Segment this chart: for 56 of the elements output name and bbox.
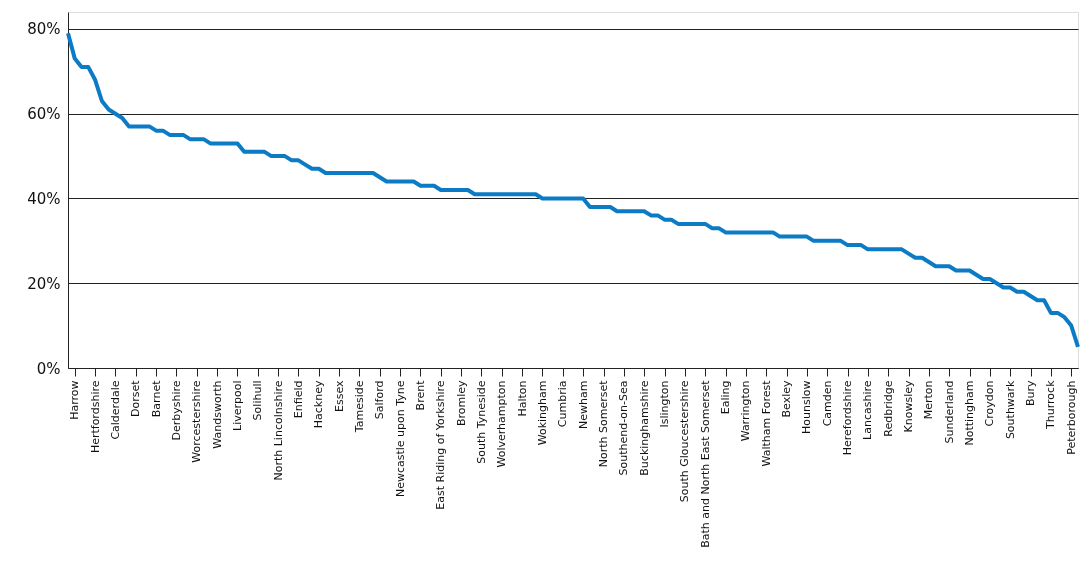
x-tick-label: Halton <box>515 380 529 417</box>
x-tick-label: Tameside <box>352 380 366 434</box>
x-tick-label: Liverpool <box>230 380 244 431</box>
x-tick-label: South Gloucestershire <box>678 380 692 503</box>
x-tick-label: Southend-on-Sea <box>617 380 631 476</box>
x-tick-label: North Lincolnshire <box>271 380 285 481</box>
x-tick-label: Thurrock <box>1044 379 1058 430</box>
x-tick-label: Worcestershire <box>190 380 204 463</box>
x-tick-label: Dorset <box>129 379 143 418</box>
x-tick-label: Sunderland <box>942 380 956 444</box>
x-tick-label: Hackney <box>312 380 326 429</box>
x-tick-label: Harrow <box>68 380 82 420</box>
x-tick-label: Southwark <box>1003 379 1017 440</box>
x-tick-label: Peterborough <box>1064 380 1078 455</box>
x-tick-label: Cumbria <box>556 380 570 428</box>
x-tick-label: Waltham Forest <box>759 379 773 467</box>
x-tick-label: Enfield <box>291 380 305 419</box>
x-tick-label: Knowsley <box>902 380 916 433</box>
y-tick-label: 20% <box>27 274 61 293</box>
x-tick-label: Camden <box>820 380 834 427</box>
x-tick-label: Wandsworth <box>210 380 224 449</box>
x-tick-label: Essex <box>332 380 346 412</box>
x-tick-label: East Riding of Yorkshire <box>434 380 448 510</box>
x-tick-label: Newham <box>576 380 590 429</box>
line-series <box>66 31 1080 349</box>
y-tick-label: 60% <box>27 105 61 124</box>
x-tick-label: Brent <box>413 379 427 411</box>
x-tick-label: Nottingham <box>963 380 977 446</box>
y-tick-label: 80% <box>27 20 61 39</box>
x-tick-label: Solihull <box>251 380 265 421</box>
x-tick-label: Warrington <box>739 380 753 442</box>
x-tick-label: Salford <box>373 380 387 420</box>
x-tick-label: Bromley <box>454 380 468 427</box>
x-tick-label: Ealing <box>719 380 733 415</box>
x-tick-label: Bury <box>1024 380 1038 407</box>
y-tick-label: 0% <box>36 359 61 378</box>
x-tick-label: Herefordshire <box>841 380 855 456</box>
x-tick-label: Buckinghamshire <box>637 380 651 476</box>
x-tick-label: Bath and North East Somerset <box>698 379 712 548</box>
x-tick-label: Derbyshire <box>169 380 183 441</box>
x-tick-label: Calderdale <box>108 380 122 440</box>
x-tick-label: South Tyneside <box>474 380 488 464</box>
x-tick-label: Newcastle upon Tyne <box>393 380 407 498</box>
x-tick-label: Bexley <box>780 380 794 418</box>
x-tick-label: Wolverhampton <box>495 380 509 468</box>
y-tick-label: 40% <box>27 189 61 208</box>
x-tick-label: North Somerset <box>597 379 610 468</box>
x-tick-label: Hounslow <box>800 380 814 434</box>
x-tick-label: Hertfordshire <box>88 380 102 454</box>
x-tick-label: Redbridge <box>881 380 895 437</box>
x-tick-label: Wokingham <box>536 380 549 446</box>
x-tick-label: Lancashire <box>861 380 875 440</box>
x-tick-label: Islington <box>658 380 672 428</box>
x-tick-label: Barnet <box>149 379 163 418</box>
x-tick-label: Croydon <box>983 380 997 427</box>
x-tick-label: Merton <box>922 380 936 420</box>
